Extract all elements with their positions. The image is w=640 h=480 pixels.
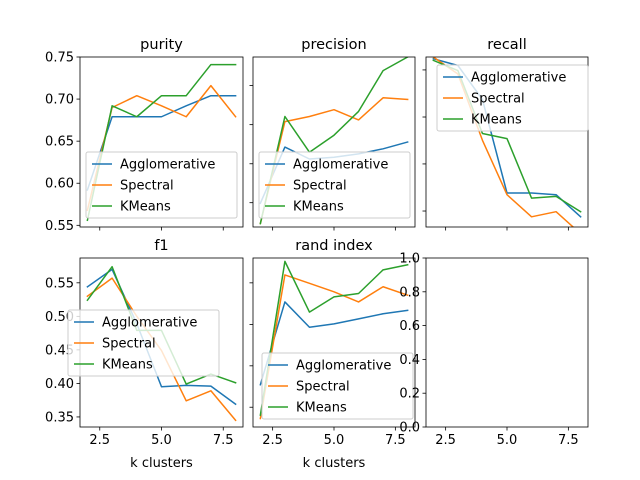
series-line-kmeans bbox=[259, 57, 409, 225]
y-tick-label: 0.70 bbox=[45, 93, 74, 108]
x-tick-label: 7.5 bbox=[385, 433, 406, 448]
y-tick-label: 0.0 bbox=[399, 421, 420, 436]
legend-entry: KMeans bbox=[120, 200, 171, 215]
subplot-title: rand index bbox=[295, 238, 373, 254]
legend-box bbox=[85, 151, 238, 219]
legend-entry: Spectral bbox=[296, 380, 350, 395]
x-tick-label: 7.5 bbox=[213, 433, 234, 448]
x-tick-label: 5.0 bbox=[151, 433, 172, 448]
x-tick-label: 2.5 bbox=[262, 433, 283, 448]
subplot-title: recall bbox=[487, 37, 526, 53]
legend-entry: Spectral bbox=[102, 337, 156, 352]
legend-entry: Spectral bbox=[471, 92, 525, 107]
y-tick-label: 0.55 bbox=[45, 276, 74, 291]
x-axis-label: k clusters bbox=[130, 456, 193, 471]
y-tick-label: 0.6 bbox=[399, 319, 420, 334]
x-tick-label: 5.0 bbox=[497, 433, 518, 448]
y-tick-label: 0.2 bbox=[399, 387, 420, 402]
legend: Agglomerative Spectral KMeans bbox=[67, 309, 220, 377]
subplot-recall: recall Agglomerative Spectral KMeans bbox=[422, 37, 589, 231]
subplot-purity: 0.55 0.60 0.65 0.70 0.75 purity Agglomerative S… bbox=[45, 37, 244, 234]
subplot-title: purity bbox=[140, 37, 183, 53]
legend-entry: Agglomerative bbox=[102, 316, 197, 331]
legend-entry: Agglomerative bbox=[296, 359, 391, 374]
legend-box bbox=[436, 64, 589, 132]
legend-entry: KMeans bbox=[471, 113, 522, 128]
legend: Agglomerative Spectral KMeans bbox=[261, 352, 414, 420]
series-line-agglomerative bbox=[86, 94, 237, 191]
series-line-kmeans bbox=[86, 63, 237, 222]
series-line-kmeans bbox=[259, 260, 409, 417]
y-tick-label: 0.65 bbox=[45, 135, 74, 150]
y-tick-label: 1.0 bbox=[399, 252, 420, 267]
subplot-precision: precision Agglomerative Spectral KMeans bbox=[249, 37, 416, 231]
axes-frame bbox=[425, 257, 589, 428]
y-tick-label: 0.4 bbox=[399, 353, 420, 368]
legend-entry: KMeans bbox=[102, 358, 153, 373]
series-line-spectral bbox=[259, 97, 409, 225]
x-tick-label: 2.5 bbox=[435, 433, 456, 448]
series-line-agglomerative bbox=[259, 301, 409, 386]
legend-entry: Agglomerative bbox=[471, 71, 566, 86]
legend-entry: KMeans bbox=[293, 200, 344, 215]
subplot-title: f1 bbox=[154, 238, 168, 254]
legend-box bbox=[67, 309, 220, 377]
subplot-empty: 2.5 5.0 7.5 0.0 0.2 0.4 0.6 0.8 1.0 bbox=[399, 252, 589, 448]
series-line-agglomerative bbox=[86, 268, 237, 406]
legend-entry: Agglomerative bbox=[293, 158, 388, 173]
legend-entry: Agglomerative bbox=[120, 158, 215, 173]
x-tick-label: 7.5 bbox=[558, 433, 579, 448]
legend: Agglomerative Spectral KMeans bbox=[436, 64, 589, 132]
y-tick-label: 0.8 bbox=[399, 285, 420, 300]
legend-entry: KMeans bbox=[296, 401, 347, 416]
legend-box bbox=[261, 352, 414, 420]
x-tick-label: 2.5 bbox=[89, 433, 110, 448]
y-tick-label: 0.55 bbox=[45, 219, 74, 234]
series-line-spectral bbox=[259, 274, 409, 420]
y-tick-label: 0.60 bbox=[45, 177, 74, 192]
y-tick-label: 0.50 bbox=[45, 310, 74, 325]
legend-entry: Spectral bbox=[120, 179, 174, 194]
legend: Agglomerative Spectral KMeans bbox=[85, 151, 238, 219]
subplot-rand-index: 2.5 5.0 7.5 rand index k clusters Agglomerati… bbox=[249, 238, 416, 471]
legend-box bbox=[258, 151, 411, 219]
x-tick-label: 5.0 bbox=[324, 433, 345, 448]
subplot-f1: 2.5 5.0 7.5 0.35 0.40 0.45 0.50 0.55 f1 k cluster… bbox=[45, 238, 244, 471]
x-axis-label: k clusters bbox=[303, 456, 366, 471]
legend: Agglomerative Spectral KMeans bbox=[258, 151, 411, 219]
y-tick-label: 0.35 bbox=[45, 410, 74, 425]
y-tick-label: 0.45 bbox=[45, 343, 74, 358]
y-tick-label: 0.40 bbox=[45, 377, 74, 392]
legend-entry: Spectral bbox=[293, 179, 347, 194]
subplot-title: precision bbox=[301, 37, 366, 53]
y-tick-label: 0.75 bbox=[45, 51, 74, 66]
